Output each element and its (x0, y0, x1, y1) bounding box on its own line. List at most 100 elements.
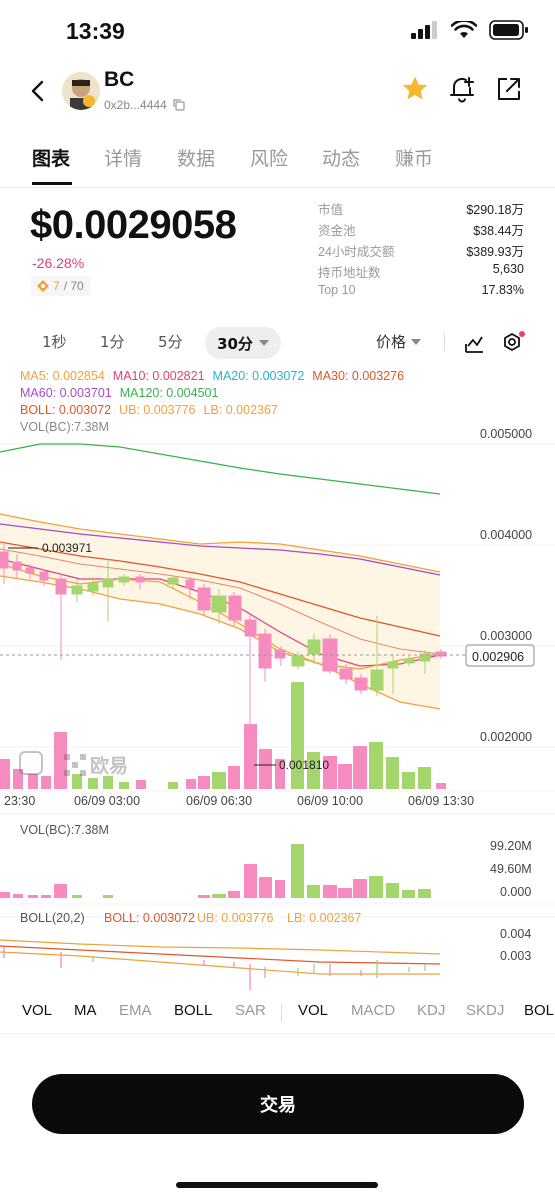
stat-row: 24小时成交额 $389.93万 (318, 241, 524, 262)
stat-label: 资金池 (318, 224, 356, 238)
copy-icon[interactable] (173, 99, 185, 111)
chart-settings-icon[interactable] (500, 331, 526, 355)
boll-mini-chart (0, 939, 441, 990)
y-tick: 0.003000 (480, 629, 532, 643)
x-tick: 23:30 (4, 794, 35, 808)
coin-header: BC 0x2b...4444 (0, 62, 555, 124)
stat-row: Top 10 17.83% (318, 283, 524, 304)
legend-boll: BOLL: 0.003072 (20, 403, 112, 417)
boll-panel-label: BOLL(20,2) (20, 911, 85, 925)
stat-row: 市值 $290.18万 (318, 199, 524, 220)
stat-label: 持币地址数 (318, 266, 381, 280)
ma60-line (0, 523, 441, 576)
indicator-main-ma[interactable]: MA (74, 1002, 97, 1019)
indicator-settings-icon[interactable] (463, 332, 485, 354)
home-indicator (176, 1182, 378, 1188)
status-bar: 13:39 (0, 0, 555, 62)
y-tick: 0.002000 (480, 730, 532, 744)
grid-lines (0, 443, 555, 918)
rank-total: / 70 (63, 279, 84, 293)
x-tick: 06/09 10:00 (297, 794, 363, 808)
current-price-label: 0.002906 (472, 650, 524, 664)
price-section: $0.0029058 -26.28% 7 / 70 市值 $290.18万 资金池… (0, 195, 555, 305)
rank-value: 7 (53, 279, 60, 293)
boll-tick: 0.003 (500, 949, 531, 963)
indicator-bar: VOL MA EMA BOLL SAR VOL MACD KDJ SKDJ BO… (0, 990, 555, 1034)
stat-value: $38.44万 (473, 224, 524, 238)
price-change: -26.28% (32, 255, 85, 271)
back-chevron-icon[interactable] (24, 76, 54, 106)
timeframe-5m[interactable]: 5分 (158, 333, 183, 351)
main-volume-bars (0, 682, 446, 789)
vol-tick: 0.000 (500, 885, 531, 899)
x-tick: 06/09 06:30 (186, 794, 252, 808)
tab-activity[interactable]: 动态 (322, 148, 361, 170)
tab-data[interactable]: 数据 (177, 148, 216, 170)
status-time: 13:39 (66, 18, 125, 44)
indicator-main-ema[interactable]: EMA (119, 1002, 152, 1019)
indicator-sub-vol[interactable]: VOL (298, 1002, 329, 1019)
tab-earn[interactable]: 赚币 (395, 148, 434, 170)
vol-tick: 49.60M (490, 862, 532, 876)
watermark-text: 欧易 (90, 754, 128, 777)
trade-button[interactable]: 交易 (32, 1074, 524, 1134)
legend-ma30: MA30: 0.003276 (312, 369, 405, 383)
timeframe-active-label: 30分 (217, 334, 253, 353)
y-tick: 0.004000 (480, 528, 532, 542)
bell-add-icon[interactable] (447, 74, 477, 104)
boll-upper-line (0, 513, 441, 573)
boll-panel-boll: BOLL: 0.003072 (104, 911, 195, 925)
kline-chart[interactable]: MA5: 0.002854 MA10: 0.002821 MA20: 0.00307… (0, 364, 555, 990)
timeframe-30m[interactable]: 30分 (205, 327, 281, 359)
price-mode-select[interactable]: 价格 (376, 331, 422, 352)
stat-value: 17.83% (481, 283, 524, 297)
tab-details[interactable]: 详情 (104, 148, 143, 170)
indicator-sub-macd[interactable]: MACD (351, 1002, 396, 1019)
legend-ma60: MA60: 0.003701 (20, 386, 112, 400)
indicator-main-sar[interactable]: SAR (235, 1002, 266, 1019)
caret-down-icon (411, 338, 422, 345)
x-tick: 06/09 13:30 (408, 794, 474, 808)
star-icon[interactable] (400, 74, 430, 104)
indicator-main-boll[interactable]: BOLL (174, 1002, 213, 1019)
indicator-main-vol[interactable]: VOL (22, 1002, 53, 1019)
stat-label: 市值 (318, 203, 344, 217)
stats-table: 市值 $290.18万 资金池 $38.44万 24小时成交额 $389.93万 持币… (318, 199, 524, 304)
indicator-sub-kdj[interactable]: KDJ (417, 1002, 446, 1019)
ma-legend: MA5: 0.002854 MA10: 0.002821 MA20: 0.00307… (20, 368, 412, 436)
stat-label: Top 10 (318, 283, 356, 297)
battery-icon (489, 20, 528, 40)
coin-address[interactable]: 0x2b...4444 (104, 98, 185, 112)
tab-chart[interactable]: 图表 (32, 148, 71, 170)
legend-ma20: MA20: 0.003072 (212, 369, 305, 383)
timeframe-1s[interactable]: 1秒 (42, 333, 67, 351)
signal-icon (411, 21, 437, 39)
share-icon[interactable] (494, 74, 524, 104)
low-label: 0.001810 (279, 758, 329, 772)
legend-ma120: MA120: 0.004501 (119, 386, 219, 400)
chart-svg: 0.005000 0.004000 0.003000 0.002000 (0, 427, 555, 990)
boll-mid-line (0, 548, 441, 655)
x-tick: 06/09 03:00 (74, 794, 140, 808)
price-mode-label: 价格 (376, 333, 407, 351)
sub-volume-bars (0, 844, 431, 898)
indicator-sub-boll[interactable]: BOL (524, 1002, 555, 1019)
divider (281, 1004, 282, 1022)
indicator-sub-skdj[interactable]: SKDJ (466, 1002, 505, 1019)
ma120-line (0, 443, 441, 495)
main-tabs: 图表 详情 数据 风险 动态 赚币 (0, 138, 555, 188)
stat-value: $389.93万 (466, 245, 524, 259)
status-icons (411, 20, 529, 40)
legend-ub: UB: 0.003776 (119, 403, 196, 417)
timeframe-1m[interactable]: 1分 (100, 333, 125, 351)
stat-label: 24小时成交额 (318, 245, 395, 259)
rank-badge[interactable]: 7 / 70 (31, 276, 90, 296)
current-price: $0.0029058 (30, 203, 237, 247)
stat-value: $290.18万 (466, 203, 524, 217)
tab-risk[interactable]: 风险 (250, 148, 289, 170)
legend-vol: VOL(BC):7.38M (20, 420, 109, 434)
rank-diamond-icon (37, 280, 49, 292)
legend-ma5: MA5: 0.002854 (20, 369, 105, 383)
coin-address-text: 0x2b...4444 (104, 98, 167, 112)
vol-tick: 99.20M (490, 839, 532, 853)
